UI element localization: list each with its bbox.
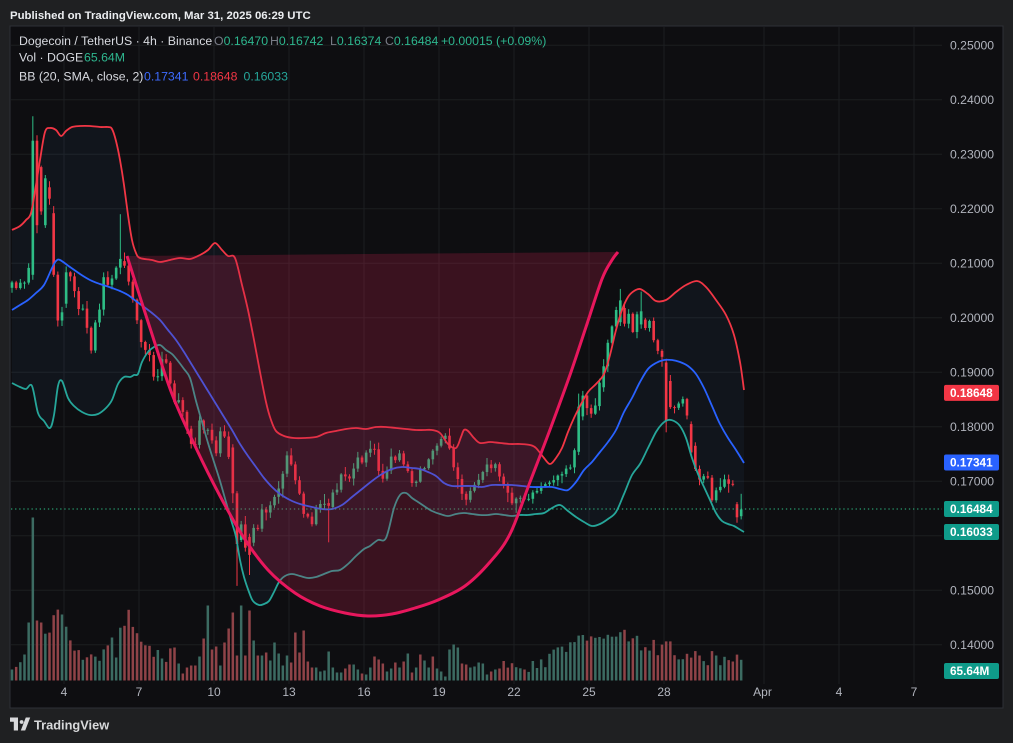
svg-text:Dogecoin / TetherUS · 4h · Bin: Dogecoin / TetherUS · 4h · Binance	[19, 34, 212, 48]
svg-text:0.21000: 0.21000	[950, 256, 994, 270]
svg-text:4: 4	[836, 685, 843, 699]
svg-text:TradingView: TradingView	[34, 718, 109, 733]
svg-text:4: 4	[61, 685, 68, 699]
svg-text:O0.16470: O0.16470	[214, 34, 268, 48]
svg-text:65.64M: 65.64M	[950, 664, 990, 678]
svg-text:0.18000: 0.18000	[950, 420, 994, 434]
svg-text:16: 16	[357, 685, 371, 699]
svg-text:7: 7	[136, 685, 143, 699]
svg-text:Vol · DOGE: Vol · DOGE	[19, 51, 83, 65]
svg-text:19: 19	[432, 685, 446, 699]
svg-text:0.16033: 0.16033	[950, 525, 993, 539]
svg-text:0.17000: 0.17000	[950, 474, 994, 488]
svg-text:0.19000: 0.19000	[950, 365, 994, 379]
svg-text:0.16033: 0.16033	[244, 70, 289, 84]
svg-text:0.20000: 0.20000	[950, 311, 994, 325]
svg-text:28: 28	[657, 685, 671, 699]
svg-text:10: 10	[207, 685, 221, 699]
svg-text:25: 25	[582, 685, 596, 699]
svg-text:0.17341: 0.17341	[950, 456, 993, 470]
svg-text:H0.16742: H0.16742	[270, 34, 324, 48]
svg-text:C0.16484: C0.16484	[385, 34, 439, 48]
svg-text:+0.00015 (+0.09%): +0.00015 (+0.09%)	[441, 34, 546, 48]
svg-text:0.17341: 0.17341	[144, 70, 189, 84]
svg-text:22: 22	[507, 685, 521, 699]
svg-text:Apr: Apr	[753, 685, 772, 699]
svg-text:13: 13	[282, 685, 296, 699]
svg-text:65.64M: 65.64M	[84, 51, 125, 65]
svg-text:7: 7	[911, 685, 918, 699]
svg-text:0.18648: 0.18648	[193, 70, 238, 84]
svg-text:0.14000: 0.14000	[950, 638, 994, 652]
svg-text:0.23000: 0.23000	[950, 147, 994, 161]
svg-text:0.25000: 0.25000	[950, 38, 994, 52]
svg-text:L0.16374: L0.16374	[330, 34, 381, 48]
svg-text:0.22000: 0.22000	[950, 202, 994, 216]
svg-text:0.24000: 0.24000	[950, 93, 994, 107]
svg-text:BB (20, SMA, close, 2): BB (20, SMA, close, 2)	[19, 70, 143, 84]
svg-text:0.15000: 0.15000	[950, 583, 994, 597]
svg-text:0.16484: 0.16484	[950, 502, 993, 516]
svg-text:Published on TradingView.com,: Published on TradingView.com, Mar 31, 20…	[10, 10, 311, 22]
svg-text:0.18648: 0.18648	[950, 386, 993, 400]
